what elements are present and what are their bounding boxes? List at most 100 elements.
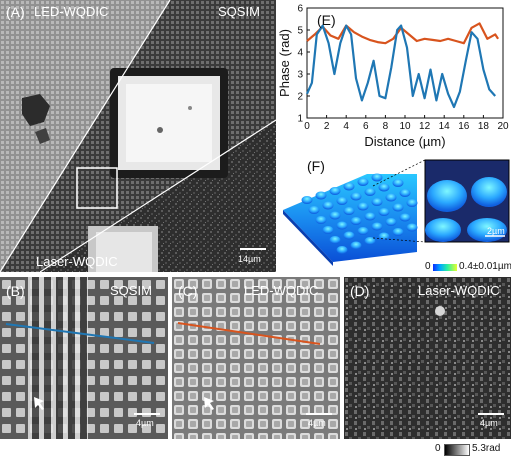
y-tick-label: 5 xyxy=(297,26,303,37)
divider-line-right xyxy=(39,119,276,272)
led-wqdic-label: LED-WQDIC xyxy=(34,4,109,19)
surface-bump xyxy=(336,246,348,254)
surface-bump xyxy=(343,207,355,215)
surface-bump xyxy=(350,241,362,250)
panel-f-label: (F) xyxy=(307,158,325,174)
panel-a-image xyxy=(0,0,276,272)
panel-b-arrow xyxy=(34,397,44,410)
x-tick-label: 8 xyxy=(383,121,389,132)
panel-d-image xyxy=(344,277,511,439)
surface-bump xyxy=(385,218,397,226)
divider-line-left xyxy=(0,0,171,272)
roi-box xyxy=(76,167,118,209)
surface-bump xyxy=(322,201,334,210)
surface-bump xyxy=(371,198,383,206)
surface-bump xyxy=(315,216,327,224)
surface-bump xyxy=(336,197,348,205)
panel-f: (F) 2µm 0 0.4±0.01µm xyxy=(277,152,511,274)
panel-c: (C) LED-WQDIC 4µm xyxy=(172,277,340,439)
surface-bump xyxy=(329,236,341,244)
panel-b-label: (B) xyxy=(6,283,25,299)
surface-bump xyxy=(301,196,313,204)
x-tick-label: 2 xyxy=(324,121,330,132)
surface-bump xyxy=(392,203,404,212)
surface-bump xyxy=(364,212,376,221)
x-axis-label: Distance (µm) xyxy=(364,134,445,149)
surface-bump xyxy=(357,202,369,211)
panel-d-label: (D) xyxy=(350,283,370,299)
surface-bump xyxy=(371,173,383,182)
surface-bump xyxy=(385,193,397,202)
panel-c-title: LED-WQDIC xyxy=(244,283,319,298)
x-tick-label: 10 xyxy=(399,121,411,132)
surface-bump xyxy=(364,237,376,245)
phase-colorbar xyxy=(444,444,470,456)
x-tick-label: 16 xyxy=(458,121,470,132)
surface-bump xyxy=(357,178,369,186)
panel-b-title: SQSIM xyxy=(110,283,152,298)
surface-bump xyxy=(357,227,369,235)
panel-c-arrow xyxy=(204,397,214,410)
y-tick-label: 6 xyxy=(297,4,303,15)
panel-a-label: (A) xyxy=(6,4,25,20)
height-colorbar xyxy=(433,264,457,271)
surface-bump xyxy=(329,211,341,220)
surface-bump xyxy=(392,228,404,236)
surface-bump xyxy=(406,223,418,232)
surface-bump xyxy=(343,231,355,240)
surface-bump xyxy=(364,188,376,196)
panel-d-title: Laser-WQDIC xyxy=(418,283,500,298)
surface-bump xyxy=(315,191,327,200)
x-tick-label: 14 xyxy=(439,121,451,132)
x-tick-label: 12 xyxy=(419,121,431,132)
surface-bump xyxy=(343,182,355,191)
y-tick-label: 2 xyxy=(297,92,303,103)
panel-c-image xyxy=(172,277,340,439)
panel-f-colorbar-max: 0.4±0.01µm xyxy=(459,261,511,272)
panel-a-scalebar xyxy=(240,248,266,250)
surface-bump xyxy=(350,217,362,225)
y-axis-label: Phase (rad) xyxy=(277,29,292,97)
phase-colorbar-max: 5.3rad xyxy=(472,443,501,454)
laser-wqdic-label: Laser-WQDIC xyxy=(36,254,118,269)
panel-f-colorbar-min: 0 xyxy=(425,261,431,272)
panel-b-profile-line xyxy=(5,323,155,344)
x-tick-label: 6 xyxy=(363,121,369,132)
y-tick-label: 1 xyxy=(297,114,303,125)
surface-bump xyxy=(399,213,411,222)
x-tick-label: 18 xyxy=(478,121,490,132)
panel-f-surface xyxy=(283,159,510,271)
series-line-0 xyxy=(306,22,500,45)
panel-c-profile-line xyxy=(177,322,321,345)
panel-e-label: (E) xyxy=(317,12,336,28)
panel-e: 0 2 4 6 8 10 12 14 16 18 20 1 2 3 4 5 6 Distance (µm) Phas… xyxy=(277,0,511,152)
panel-d: (D) Laser-WQDIC 4µm xyxy=(344,277,511,439)
surface-bump xyxy=(371,222,383,231)
panel-d-scalebar-label: 4µm xyxy=(480,418,498,428)
surface-bump xyxy=(392,179,404,187)
surface-bump xyxy=(406,199,418,207)
panel-a-scalebar-label: 14µm xyxy=(238,254,261,264)
panel-c-scalebar-label: 4µm xyxy=(308,418,326,428)
surface-bump xyxy=(399,189,411,197)
sqsim-label: SQSIM xyxy=(218,4,260,19)
plot-frame xyxy=(306,7,504,119)
panel-b: (B) SQSIM 4µm xyxy=(0,277,168,439)
y-tick-label: 3 xyxy=(297,70,303,81)
surface-bump xyxy=(378,183,390,192)
panel-f-inset-scalebar-label: 2µm xyxy=(487,226,505,236)
surface-bump xyxy=(336,221,348,230)
panel-c-label: (C) xyxy=(178,283,198,299)
surface-bump xyxy=(378,208,390,216)
x-tick-label: 0 xyxy=(304,121,310,132)
series-line-1 xyxy=(305,24,497,109)
surface-bump xyxy=(350,192,362,201)
y-tick-label: 4 xyxy=(297,48,303,59)
panel-b-image xyxy=(0,277,168,439)
x-tick-label: 4 xyxy=(343,121,349,132)
panel-a: (A) LED-WQDIC SQSIM Laser-WQDIC 14µm xyxy=(0,0,276,272)
panel-b-scalebar-label: 4µm xyxy=(136,418,154,428)
surface-bump xyxy=(378,232,390,241)
x-tick-label: 20 xyxy=(497,121,509,132)
